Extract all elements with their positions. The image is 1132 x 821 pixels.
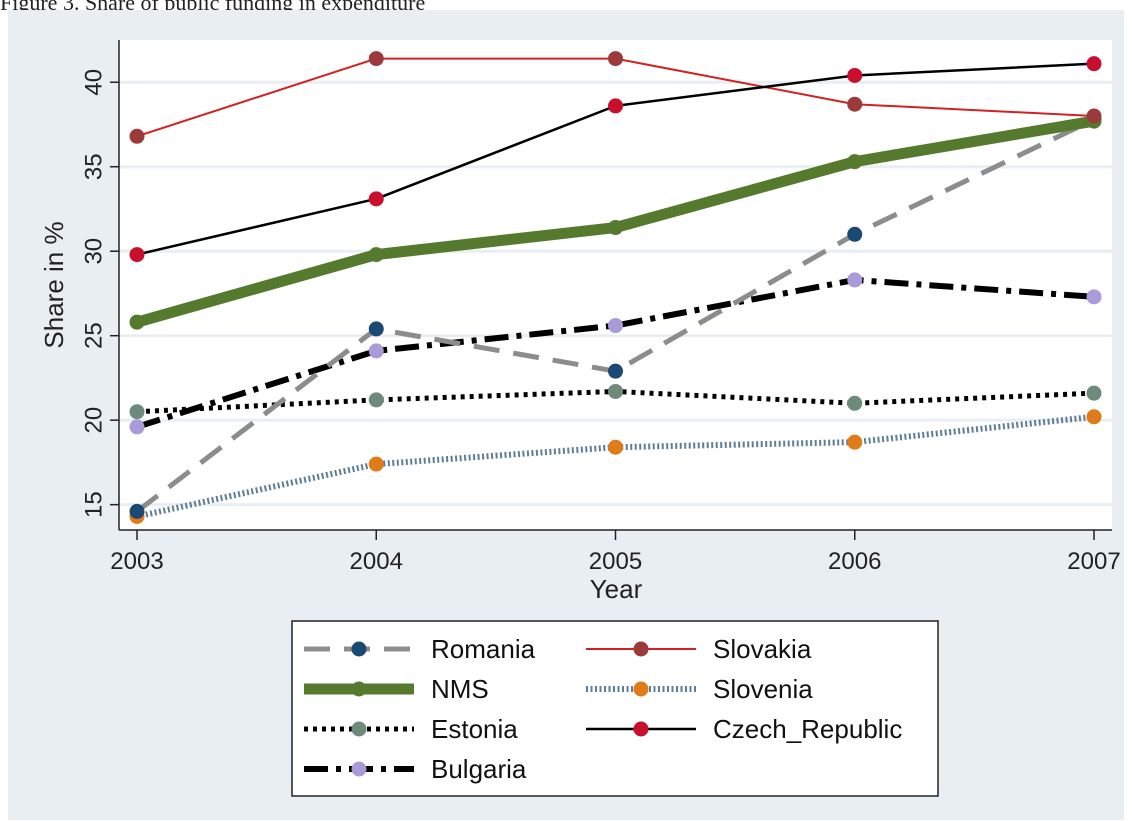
- data-point-czech: [847, 67, 863, 83]
- data-point-nms: [368, 247, 384, 263]
- y-tick-label: 20: [80, 407, 107, 434]
- legend-label: Slovakia: [713, 634, 812, 664]
- legend: Romania Slovakia NMS Slovenia Estonia Czech_R…: [291, 620, 939, 797]
- y-tick-label: 15: [80, 491, 107, 518]
- data-point-estonia: [847, 395, 863, 411]
- legend-swatch-marker: [351, 721, 367, 737]
- legend-item-czech: Czech_Republic: [586, 714, 902, 744]
- data-point-bulgaria: [129, 419, 145, 435]
- x-axis-label: Year: [590, 574, 643, 604]
- x-ticks: 2003 2004 2005 2006 2007: [110, 530, 1121, 575]
- legend-swatch-marker: [633, 681, 649, 697]
- data-point-slovakia: [1086, 108, 1102, 124]
- series-line-slovenia: [136, 413, 1095, 520]
- series-bulgaria: [129, 272, 1102, 435]
- y-tick-label: 25: [80, 322, 107, 349]
- y-tick-label: 30: [80, 238, 107, 265]
- data-point-nms: [608, 220, 623, 236]
- y-tick-label: 40: [80, 69, 107, 96]
- data-point-czech: [129, 247, 145, 263]
- legend-item-slovakia: Slovakia: [586, 634, 812, 664]
- data-point-slovenia: [1086, 409, 1102, 425]
- legend-swatch-marker: [351, 641, 367, 657]
- y-tick-label: 35: [80, 153, 107, 180]
- data-point-bulgaria: [847, 272, 863, 288]
- data-point-slovenia: [847, 434, 863, 450]
- legend-swatch-marker: [351, 681, 367, 697]
- data-point-estonia: [129, 404, 145, 420]
- data-point-slovakia: [847, 96, 863, 112]
- figure-caption: Figure 3. Share of public funding in exp…: [0, 0, 1132, 10]
- legend-label: Slovenia: [713, 674, 813, 704]
- legend-label: Czech_Republic: [713, 714, 902, 744]
- legend-label: NMS: [431, 674, 489, 704]
- data-point-estonia: [368, 392, 384, 408]
- y-ticks: 15 20 25 30 35 40: [80, 69, 119, 518]
- x-tick-label: 2006: [828, 548, 881, 575]
- series-czech: [129, 56, 1102, 263]
- data-point-nms: [847, 154, 863, 170]
- x-tick-label: 2005: [589, 548, 642, 575]
- legend-swatch-marker: [351, 761, 367, 777]
- data-point-slovakia: [129, 128, 145, 144]
- data-point-romania: [368, 321, 384, 337]
- series-slovakia: [129, 51, 1102, 144]
- data-point-romania: [847, 226, 863, 242]
- legend-item-nms: NMS: [304, 674, 489, 704]
- legend-item-slovenia: Slovenia: [586, 674, 813, 704]
- legend-item-estonia: Estonia: [304, 714, 518, 744]
- data-point-slovakia: [608, 51, 623, 67]
- x-tick-label: 2007: [1067, 548, 1120, 575]
- data-point-bulgaria: [1086, 289, 1102, 305]
- series-nms: [129, 113, 1102, 330]
- data-point-estonia: [1086, 385, 1102, 401]
- legend-label: Estonia: [431, 714, 518, 744]
- grid-lines: [120, 80, 1112, 507]
- x-tick-label: 2004: [350, 548, 403, 575]
- legend-item-romania: Romania: [304, 634, 536, 664]
- y-axis-label: Share in %: [39, 221, 69, 348]
- series-line-bulgaria: [136, 276, 1095, 430]
- legend-swatch-marker: [633, 641, 649, 657]
- legend-label: Romania: [431, 634, 536, 664]
- data-point-nms: [129, 314, 145, 330]
- series-estonia: [129, 383, 1102, 420]
- data-point-czech: [608, 98, 623, 114]
- data-point-romania: [129, 503, 145, 519]
- data-point-romania: [608, 363, 623, 379]
- series-layer: [129, 51, 1102, 524]
- legend-swatch-marker: [633, 721, 649, 737]
- x-tick-label: 2003: [110, 548, 163, 575]
- legend-label: Bulgaria: [431, 754, 527, 784]
- data-point-slovakia: [368, 51, 384, 67]
- data-point-slovenia: [368, 456, 384, 472]
- data-point-estonia: [608, 383, 623, 399]
- data-point-slovenia: [608, 439, 623, 455]
- legend-item-bulgaria: Bulgaria: [304, 754, 527, 784]
- data-point-bulgaria: [368, 343, 384, 359]
- data-point-bulgaria: [608, 318, 623, 334]
- data-point-czech: [368, 191, 384, 207]
- data-point-czech: [1086, 56, 1102, 72]
